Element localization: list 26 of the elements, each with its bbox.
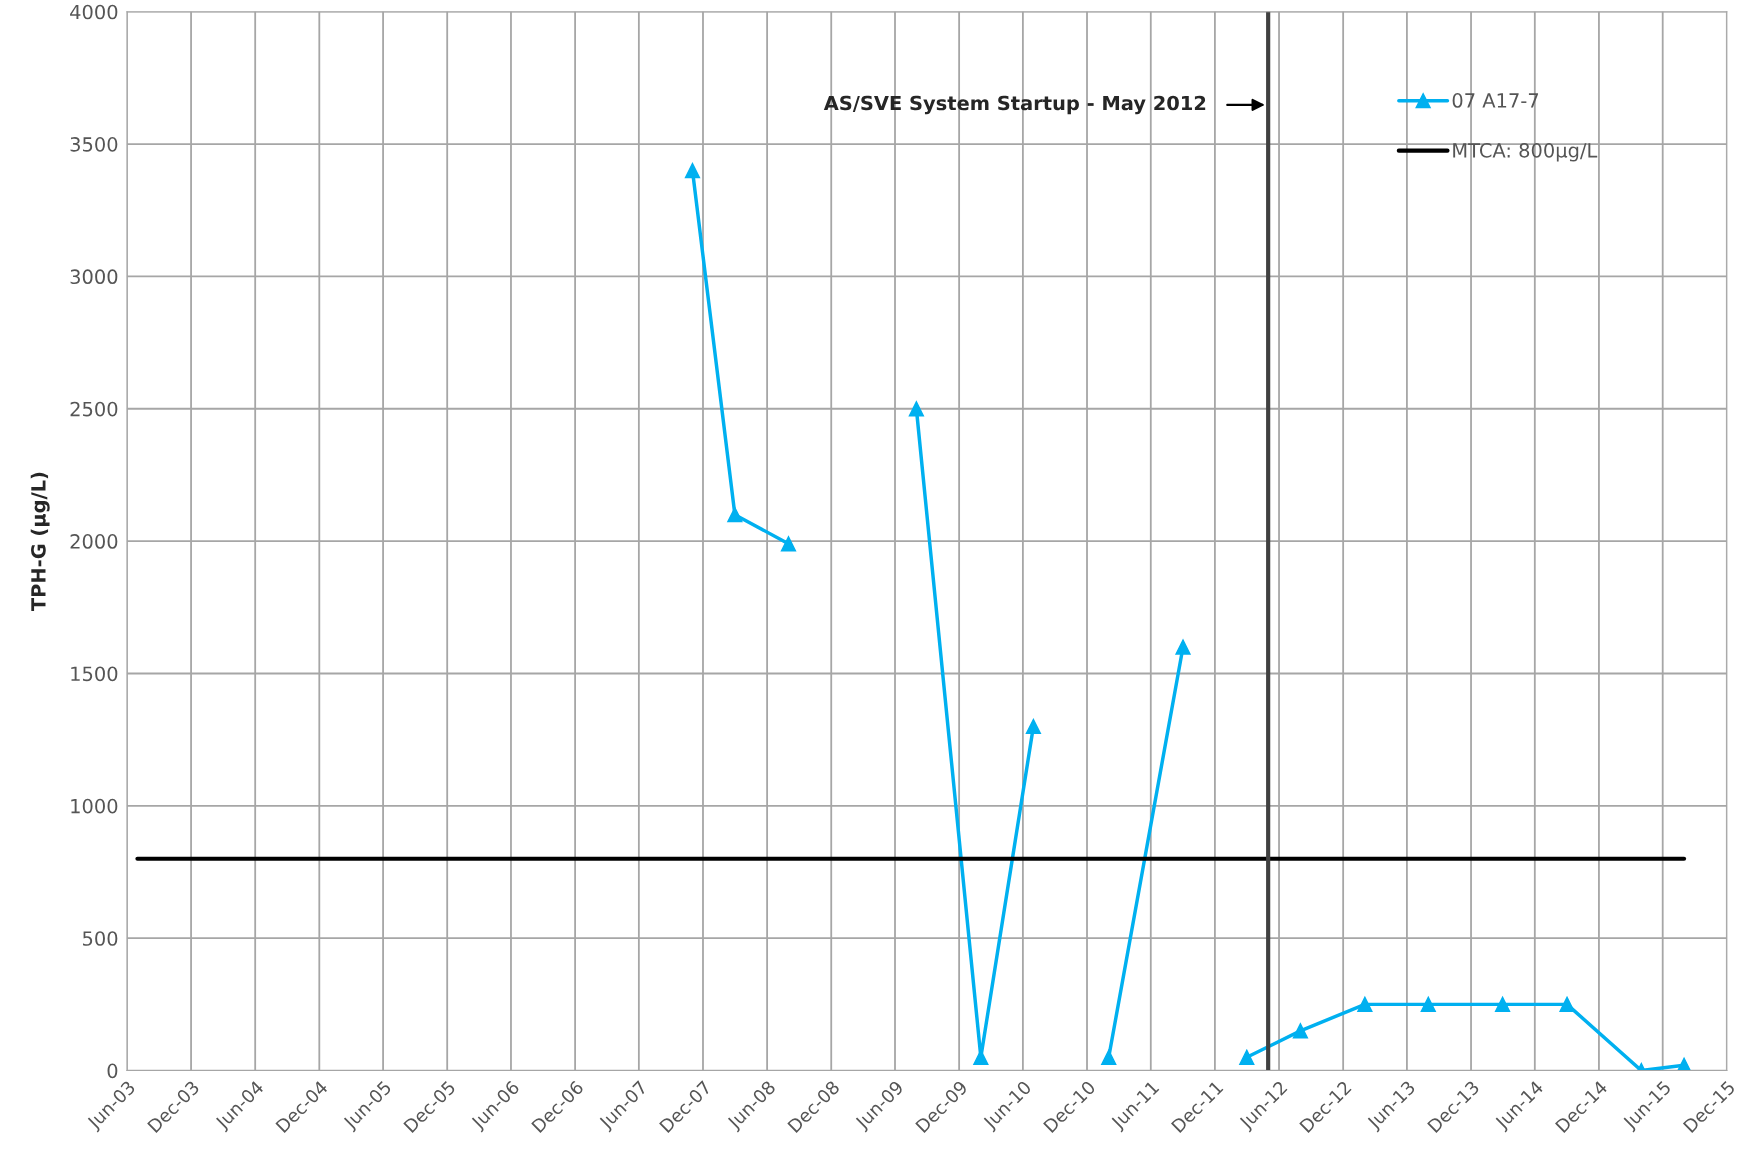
point	[780, 536, 797, 552]
y-tick-label: 4000	[70, 4, 118, 20]
y-tick-label: 3500	[70, 137, 118, 152]
point	[1025, 718, 1042, 735]
point	[1239, 1049, 1255, 1065]
point	[727, 507, 743, 523]
point	[1292, 1023, 1309, 1039]
y-tick-label: 500	[83, 931, 118, 946]
point	[1101, 1049, 1117, 1065]
y-tick-label: 1000	[71, 798, 118, 814]
point	[1175, 639, 1191, 655]
y-tick-label: 0	[107, 1063, 118, 1079]
point	[1559, 996, 1575, 1013]
y-tick-label: 3000	[70, 269, 118, 285]
point	[908, 401, 925, 417]
legend-label: MTCA: 800µg/L	[1453, 143, 1598, 162]
y-axis-title: TPH-G (µg/L)	[30, 472, 50, 612]
point	[1357, 996, 1373, 1013]
legend-label: 07 A17-7	[1452, 93, 1539, 108]
y-tick-label: 2500	[70, 401, 118, 417]
annotation: AS/SVE System Startup - May 2012	[823, 95, 1206, 115]
y-tick-label: 1500	[71, 666, 118, 682]
point	[1494, 996, 1511, 1013]
point	[684, 162, 701, 179]
y-tick-label: 2000	[70, 534, 118, 549]
point	[1420, 996, 1436, 1013]
